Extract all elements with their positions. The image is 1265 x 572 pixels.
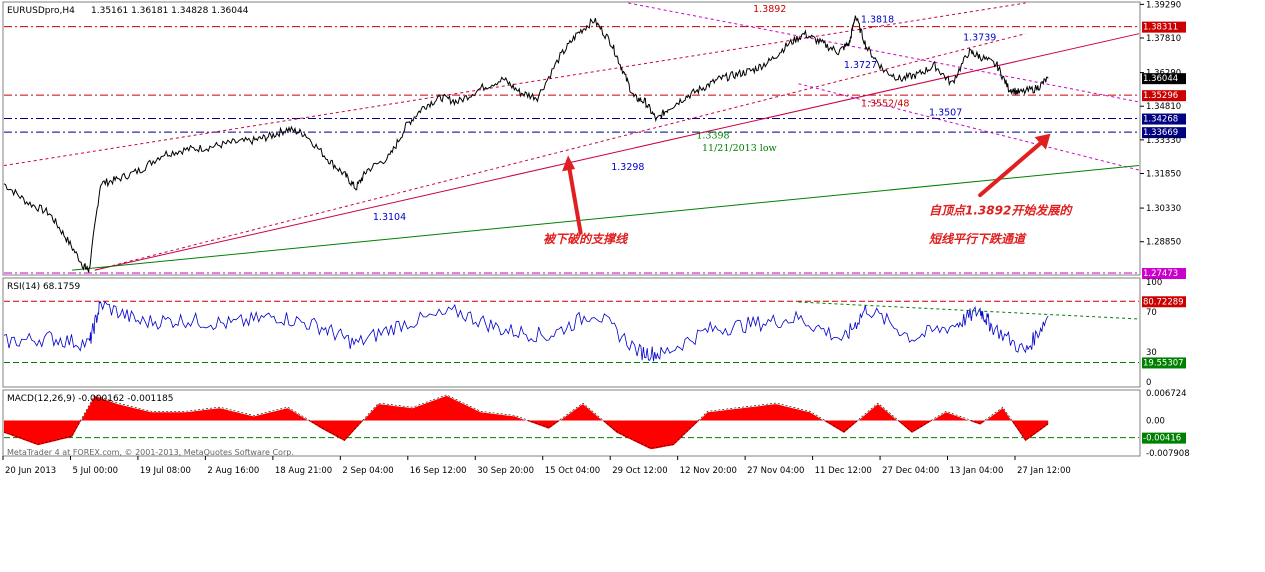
x-tick-label-12: 11 Dec 12:00 [815, 466, 872, 476]
x-tick-label-9: 29 Oct 12:00 [612, 466, 667, 476]
macd-layer: -0.00416 0.006724 0.00 -0.007908 [3, 389, 1190, 459]
trend-line-3 [628, 2, 1140, 103]
x-tick-label-3: 2 Aug 16:00 [207, 466, 259, 476]
channel-arrow-shaft [978, 138, 1046, 198]
trend-line-4 [798, 83, 1140, 171]
watermark: MetaTrader 4 at FOREX.com, © 2001-2013, … [7, 448, 294, 457]
hline-label-1: 1.35296 [1143, 91, 1178, 101]
price-annotation-8: 1.3298 [611, 162, 644, 173]
rsi-level-label-1-bg [1142, 357, 1186, 369]
channel-arrow-head [1034, 133, 1051, 150]
support-arrow-head [562, 155, 576, 172]
macd-tick-0: 0.006724 [1146, 389, 1187, 399]
chinese-note-1: 自顶点1.3892开始发展的 [929, 203, 1073, 217]
price-annotation-1: 1.3818 [861, 14, 894, 25]
price-annotation-6: 1.3398 [696, 130, 729, 141]
hline-label-0: 1.38311 [1143, 23, 1178, 33]
trend-line-0 [94, 33, 1140, 271]
price-panel [2, 1, 1141, 276]
rsi-tick-0: 100 [1146, 278, 1162, 288]
rsi-level-label-0-bg [1142, 296, 1186, 308]
current-price-label: 1.36044 [1143, 74, 1178, 84]
chinese-note-2: 短线平行下跌通道 [929, 232, 1027, 246]
x-tick-label-14: 13 Jan 04:00 [950, 466, 1004, 476]
hline-label-0-bg [1142, 21, 1186, 33]
rsi-panel [2, 277, 1141, 388]
trend-line-2 [94, 33, 1026, 271]
x-tick-label-2: 19 Jul 08:00 [140, 466, 191, 476]
chinese-note-0: 被下破的支撑线 [543, 232, 629, 246]
x-tick-label-6: 16 Sep 12:00 [410, 466, 467, 476]
hline-label-1-bg [1142, 90, 1186, 102]
price-tick-label-5: 1.31850 [1146, 170, 1181, 180]
price-annotation-4: 1.3552/48 [861, 98, 910, 109]
current-price-label-bg [1142, 73, 1186, 85]
rsi-trend-line [798, 301, 1140, 320]
hline-label-4: 1.27473 [1143, 269, 1178, 279]
hline-label-2: 1.34268 [1143, 115, 1178, 125]
macd-histogram [4, 395, 1049, 450]
rsi-level-label-0: 80.72289 [1143, 297, 1184, 307]
x-tick-label-11: 27 Nov 04:00 [747, 466, 804, 476]
x-tick-label-5: 2 Sep 04:00 [342, 466, 393, 476]
price-tick-label-6: 1.30330 [1146, 204, 1181, 214]
x-axis: 20 Jun 2013 5 Jul 00:00 19 Jul 08:00 2 Aug … [2, 456, 1071, 476]
macd-signal-line [3, 394, 1049, 449]
macd-level-label-bg [1142, 432, 1186, 444]
macd-tick-2: -0.007908 [1146, 449, 1190, 459]
hline-label-4-bg [1142, 268, 1186, 280]
price-tick-label-7: 1.28850 [1146, 238, 1181, 248]
trend-line-1 [3, 2, 1026, 167]
price-tick-label-1: 1.37810 [1146, 34, 1181, 44]
price-tick-label-4: 1.33330 [1146, 136, 1181, 146]
price-series [3, 15, 1049, 274]
price-annotation-9: 1.3104 [373, 212, 406, 223]
macd-title: MACD(12,26,9) -0.000162 -0.001185 [7, 394, 173, 404]
x-tick-label-10: 12 Nov 20:00 [680, 466, 737, 476]
ohlc-values: 1.35161 1.36181 1.34828 1.36044 [91, 6, 249, 16]
price-tick-label-0: 1.39290 [1146, 0, 1181, 10]
price-annotation-7: 11/21/2013 low [702, 143, 777, 154]
rsi-level-label-1: 19.55307 [1143, 358, 1184, 368]
symbol-title: EURUSDpro,H4 [7, 6, 75, 16]
hline-label-3-bg [1142, 127, 1186, 139]
support-arrow-shaft [566, 159, 583, 235]
x-tick-label-4: 18 Aug 21:00 [275, 466, 332, 476]
rsi-tick-3: 0 [1146, 378, 1151, 388]
price-annotation-0: 1.3892 [753, 4, 786, 15]
hline-label-3: 1.33669 [1143, 128, 1178, 138]
price-annotation-5: 1.3507 [929, 108, 962, 119]
x-tick-label-15: 27 Jan 12:00 [1017, 466, 1071, 476]
trend-line-5 [72, 165, 1140, 271]
macd-level-label: -0.00416 [1143, 434, 1181, 444]
price-tick-label-3: 1.34810 [1146, 102, 1181, 112]
x-tick-label-8: 15 Oct 04:00 [545, 466, 600, 476]
macd-panel [2, 389, 1141, 457]
x-tick-label-0: 20 Jun 2013 [5, 466, 56, 476]
x-tick-label-7: 30 Sep 20:00 [477, 466, 534, 476]
x-tick-label-13: 27 Dec 04:00 [882, 466, 939, 476]
rsi-tick-2: 30 [1146, 348, 1157, 358]
macd-tick-1: 0.00 [1146, 417, 1165, 427]
rsi-title: RSI(14) 68.1759 [7, 282, 80, 292]
price-layer: 1.38311 1.35296 1.34268 1.33669 1.27473 1.392… [3, 0, 1186, 280]
hline-label-2-bg [1142, 113, 1186, 125]
price-annotation-3: 1.3727 [844, 60, 877, 71]
rsi-tick-1: 70 [1146, 308, 1157, 318]
x-tick-label-1: 5 Jul 00:00 [72, 466, 118, 476]
rsi-layer: 80.72289 19.55307 100 70 30 0 [3, 278, 1186, 388]
rsi-series [3, 300, 1049, 362]
price-annotation-2: 1.3739 [963, 33, 996, 44]
